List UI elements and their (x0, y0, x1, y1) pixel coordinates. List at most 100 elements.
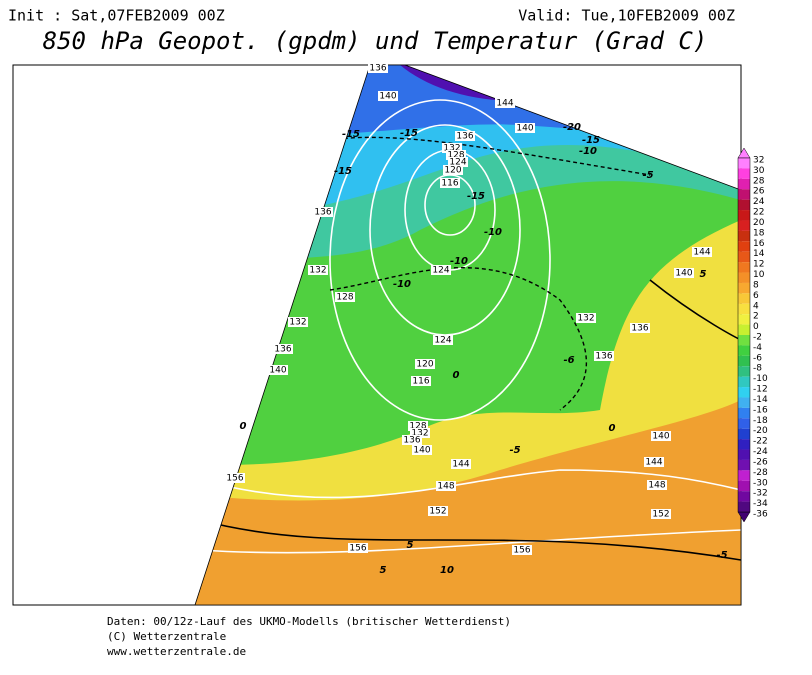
legend-swatch (738, 168, 750, 178)
legend-label: -4 (753, 343, 762, 353)
legend-label: 32 (753, 156, 764, 166)
legend-label: 6 (753, 291, 759, 301)
legend-swatch (738, 304, 750, 314)
temperature-label: 5 (380, 565, 387, 576)
temperature-label: 10 (440, 565, 454, 576)
legend-label: 2 (753, 312, 759, 322)
legend-swatch (738, 502, 750, 512)
temperature-label: -10 (579, 146, 597, 157)
legend-label: -22 (753, 437, 768, 447)
legend-label: -14 (753, 395, 768, 405)
temperature-label: -15 (400, 128, 418, 139)
legend-swatch (738, 356, 750, 366)
legend-label: -12 (753, 385, 768, 395)
geopotential-label: 132 (577, 314, 594, 324)
geopotential-label: 140 (413, 446, 430, 456)
map-title: 850 hPa Geopot. (gpdm) und Temperatur (G… (43, 27, 708, 55)
legend-label: 10 (753, 270, 765, 280)
legend-label: -34 (753, 499, 768, 509)
legend-swatch (738, 158, 750, 168)
legend-label: 4 (753, 301, 759, 311)
legend-swatch (738, 377, 750, 387)
legend-label: 26 (753, 187, 765, 197)
temperature-label: -20 (563, 122, 581, 133)
legend-label: 14 (753, 249, 765, 259)
legend-swatch (738, 189, 750, 199)
geopotential-label: 140 (379, 92, 396, 102)
legend-swatch (738, 460, 750, 470)
valid-time: Valid: Tue,10FEB2009 00Z (518, 7, 735, 25)
geopotential-label: 148 (648, 481, 665, 491)
geopotential-label: 136 (369, 64, 386, 74)
temperature-label: -5 (642, 170, 653, 181)
temperature-label: -10 (393, 279, 411, 290)
geopotential-label: 136 (456, 132, 473, 142)
legend-label: 20 (753, 218, 765, 228)
legend-swatch (738, 429, 750, 439)
color-legend: 32302826242220181614121086420-2-4-6-8-10… (738, 148, 768, 522)
geopotential-label: 132 (309, 266, 326, 276)
geopotential-label: 136 (274, 345, 291, 355)
legend-label: -6 (753, 353, 762, 363)
legend-swatch (738, 335, 750, 345)
legend-swatch (738, 210, 750, 220)
legend-label: -20 (753, 426, 768, 436)
temperature-label: -5 (509, 445, 520, 456)
temperature-label: 0 (609, 423, 616, 434)
legend-label: -10 (753, 374, 768, 384)
legend-swatch (738, 325, 750, 335)
geopotential-label: 156 (513, 546, 530, 556)
geopotential-label: 140 (675, 269, 692, 279)
legend-label: 18 (753, 228, 765, 238)
geopotential-label: 136 (631, 324, 648, 334)
geopotential-label: 120 (444, 166, 461, 176)
legend-swatch (738, 241, 750, 251)
geopotential-label: 124 (434, 336, 451, 346)
geopotential-label: 152 (429, 507, 446, 517)
legend-swatch (738, 418, 750, 428)
geopotential-label: 132 (289, 318, 306, 328)
temperature-label: 0 (240, 421, 247, 432)
temperature-label: 5 (700, 269, 707, 280)
geopotential-label: 136 (314, 208, 331, 218)
legend-swatch (738, 408, 750, 418)
legend-label: 12 (753, 260, 764, 270)
geopotential-label: 136 (403, 436, 420, 446)
temperature-label: -15 (582, 135, 600, 146)
legend-swatch (738, 387, 750, 397)
legend-label: -36 (753, 510, 768, 520)
temperature-label: 5 (407, 540, 414, 551)
legend-swatch (738, 262, 750, 272)
legend-label: -18 (753, 416, 768, 426)
geopotential-label: 136 (595, 352, 612, 362)
geopotential-label: 144 (693, 248, 710, 258)
legend-label: 0 (753, 322, 759, 332)
legend-swatch (738, 231, 750, 241)
footer-line: Daten: 00/12z-Lauf des UKMO-Modells (bri… (107, 615, 511, 628)
temperature-label: -15 (342, 129, 360, 140)
legend-swatch (738, 481, 750, 491)
legend-swatch (738, 283, 750, 293)
legend-label: 8 (753, 280, 759, 290)
geopotential-label: 116 (412, 377, 429, 387)
legend-label: 30 (753, 166, 765, 176)
geopotential-label: 120 (416, 360, 433, 370)
legend-swatch (738, 491, 750, 501)
legend-swatch (738, 314, 750, 324)
geopotential-label: 124 (432, 266, 449, 276)
legend-swatch (738, 252, 750, 262)
legend-swatch (738, 200, 750, 210)
temperature-label: 0 (453, 370, 460, 381)
legend-label: -24 (753, 447, 768, 457)
temperature-label: -6 (563, 355, 574, 366)
legend-label: 16 (753, 239, 765, 249)
legend-label: 24 (753, 197, 765, 207)
geopotential-label: 152 (652, 510, 669, 520)
geopotential-label: 140 (652, 432, 669, 442)
legend-swatch (738, 220, 750, 230)
temperature-label: -15 (467, 191, 485, 202)
footer-line: (C) Wetterzentrale (107, 630, 226, 643)
legend-swatch (738, 397, 750, 407)
legend-label: -26 (753, 457, 768, 467)
geopotential-label: 156 (226, 474, 243, 484)
